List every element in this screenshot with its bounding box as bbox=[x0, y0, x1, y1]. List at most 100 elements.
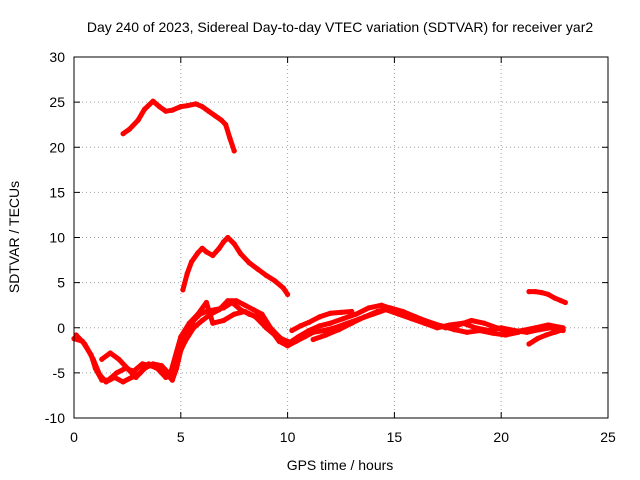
data-point bbox=[336, 327, 342, 333]
data-point bbox=[539, 290, 545, 296]
data-point bbox=[515, 329, 521, 335]
data-point bbox=[543, 332, 549, 338]
data-point bbox=[225, 298, 231, 304]
data-point bbox=[193, 101, 199, 107]
data-point bbox=[184, 103, 190, 109]
y-tick-label: 0 bbox=[57, 320, 65, 336]
data-point bbox=[285, 338, 291, 344]
data-point bbox=[231, 148, 237, 154]
x-tick-label: 5 bbox=[177, 429, 185, 445]
y-tick-label: 10 bbox=[49, 230, 65, 246]
data-point bbox=[73, 332, 79, 338]
data-point bbox=[139, 361, 145, 367]
data-point bbox=[481, 320, 487, 326]
x-axis-ticks: 0 5 10 15 20 25 bbox=[70, 57, 616, 445]
chart-title: Day 240 of 2023, Sidereal Day-to-day VTE… bbox=[87, 19, 593, 35]
x-tick-label: 10 bbox=[280, 429, 296, 445]
data-series bbox=[71, 98, 568, 385]
data-point bbox=[120, 131, 126, 137]
data-point bbox=[210, 320, 216, 326]
data-point bbox=[220, 317, 227, 324]
data-point bbox=[223, 122, 229, 128]
data-point bbox=[116, 356, 122, 362]
data-point bbox=[545, 291, 551, 297]
data-point bbox=[163, 108, 169, 114]
data-point bbox=[426, 319, 432, 325]
data-point bbox=[532, 289, 539, 295]
y-tick-label: 25 bbox=[49, 94, 65, 110]
data-point bbox=[231, 241, 237, 247]
data-point bbox=[216, 245, 222, 251]
data-point bbox=[210, 252, 216, 259]
data-point bbox=[233, 298, 239, 304]
y-tick-label: 5 bbox=[57, 275, 65, 291]
data-point bbox=[150, 361, 156, 367]
data-point bbox=[184, 271, 190, 277]
data-point bbox=[306, 319, 312, 325]
data-point bbox=[295, 334, 301, 340]
data-point bbox=[327, 310, 333, 316]
data-point bbox=[199, 245, 205, 251]
data-point bbox=[188, 259, 195, 265]
data-point bbox=[349, 308, 355, 315]
data-point bbox=[216, 307, 222, 313]
data-point bbox=[203, 299, 209, 306]
data-point bbox=[366, 305, 372, 311]
data-point bbox=[212, 113, 218, 119]
data-point bbox=[317, 323, 323, 329]
data-point bbox=[178, 104, 184, 110]
series-arc-upper bbox=[120, 98, 237, 154]
x-tick-label: 0 bbox=[70, 429, 78, 445]
data-point bbox=[195, 311, 201, 317]
data-point bbox=[297, 323, 303, 329]
data-point bbox=[163, 374, 169, 380]
data-point bbox=[169, 377, 175, 383]
data-point bbox=[220, 239, 227, 245]
data-point bbox=[135, 117, 141, 123]
data-point bbox=[253, 314, 259, 320]
y-tick-label: 20 bbox=[49, 139, 65, 155]
data-point bbox=[321, 327, 327, 334]
data-point bbox=[560, 327, 566, 333]
data-point bbox=[242, 302, 248, 308]
data-point bbox=[327, 320, 333, 326]
data-point bbox=[203, 249, 209, 255]
data-point bbox=[82, 341, 88, 347]
data-point bbox=[338, 309, 344, 315]
data-point bbox=[468, 317, 474, 324]
data-point bbox=[532, 325, 539, 331]
data-point bbox=[186, 320, 192, 326]
data-point bbox=[156, 104, 162, 110]
data-point bbox=[464, 329, 470, 335]
data-point bbox=[558, 298, 564, 304]
data-point bbox=[289, 327, 295, 334]
data-point bbox=[349, 320, 355, 326]
data-point bbox=[114, 370, 120, 376]
series-arc-b bbox=[73, 298, 566, 385]
data-point bbox=[90, 356, 96, 362]
data-point bbox=[438, 323, 444, 329]
data-point bbox=[534, 336, 541, 342]
y-tick-label: 15 bbox=[49, 184, 65, 200]
data-point bbox=[520, 327, 526, 334]
data-point bbox=[502, 332, 509, 338]
data-point bbox=[552, 295, 558, 301]
data-point bbox=[246, 260, 252, 266]
data-point bbox=[526, 341, 532, 347]
data-point bbox=[387, 305, 393, 311]
data-point bbox=[379, 302, 385, 308]
data-point bbox=[238, 251, 244, 257]
data-point bbox=[231, 311, 237, 317]
data-point bbox=[199, 317, 205, 324]
data-point bbox=[285, 291, 291, 297]
y-axis-ticks: -10 -5 0 5 10 15 20 25 30 bbox=[45, 49, 608, 426]
data-point bbox=[199, 104, 205, 110]
data-point bbox=[361, 314, 368, 320]
data-point bbox=[242, 308, 248, 315]
data-point bbox=[227, 135, 233, 141]
data-point bbox=[306, 327, 312, 334]
data-point bbox=[141, 106, 148, 112]
data-point bbox=[218, 117, 224, 123]
data-point bbox=[477, 327, 483, 334]
data-point bbox=[150, 98, 156, 104]
